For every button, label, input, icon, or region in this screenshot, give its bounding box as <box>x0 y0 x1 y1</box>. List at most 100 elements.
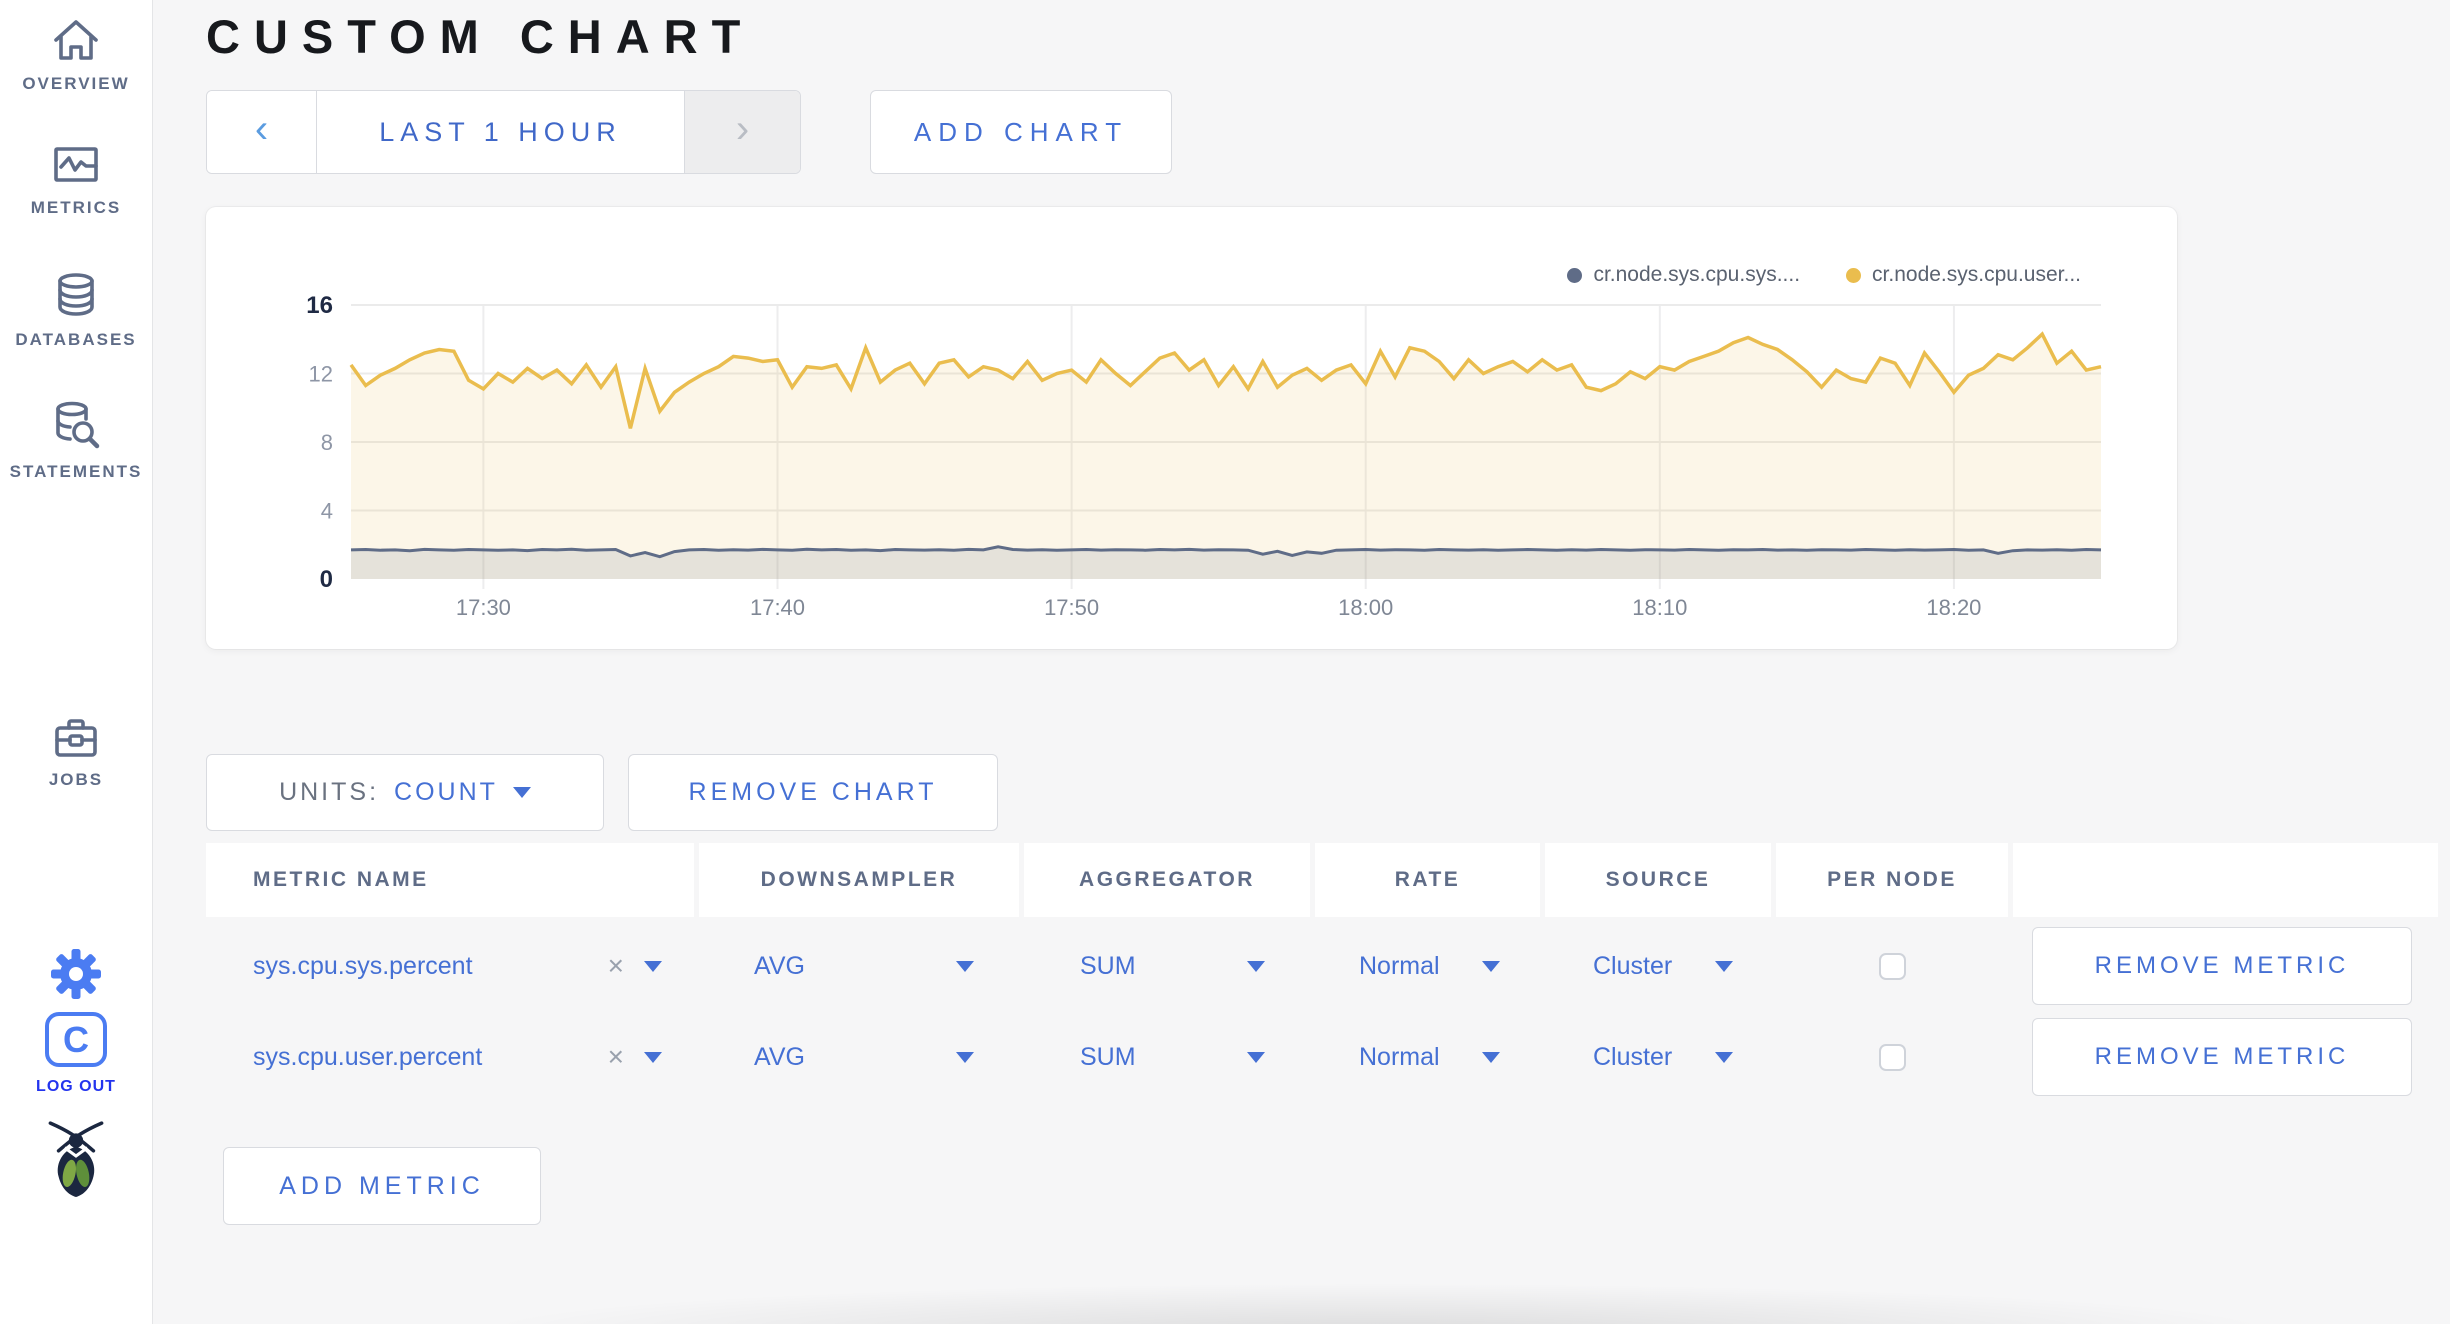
rate-dropdown[interactable]: Normal <box>1315 924 1540 1008</box>
database-icon <box>49 270 103 320</box>
metric-name-dropdown[interactable]: sys.cpu.user.percent × <box>206 1015 694 1099</box>
chevron-down-icon <box>1247 960 1265 972</box>
aggregator-dropdown[interactable]: SUM <box>1024 924 1310 1008</box>
source-dropdown[interactable]: Cluster <box>1545 924 1771 1008</box>
sidebar-item-statements[interactable]: STATEMENTS <box>0 400 152 482</box>
chevron-down-icon <box>1715 1051 1733 1063</box>
cockroach-bug-logo <box>0 1118 152 1198</box>
time-window-selector: ‹ LAST 1 HOUR › <box>206 90 801 174</box>
column-header-downsampler: DOWNSAMPLER <box>699 843 1019 917</box>
sidebar-item-label: DATABASES <box>15 330 137 349</box>
source-value: Cluster <box>1593 951 1673 980</box>
time-next-button[interactable]: › <box>685 91 800 173</box>
remove-chart-button[interactable]: REMOVE CHART <box>628 754 998 831</box>
svg-text:4: 4 <box>321 499 333 524</box>
svg-text:17:50: 17:50 <box>1044 595 1099 620</box>
table-row: sys.cpu.user.percent × AVG SUM Normal Cl… <box>206 1015 2438 1099</box>
source-value: Cluster <box>1593 1042 1673 1071</box>
bottom-scroll-shadow <box>306 1282 2450 1324</box>
svg-text:18:00: 18:00 <box>1338 595 1393 620</box>
chevron-down-icon <box>1482 960 1500 972</box>
cockroach-c-logo[interactable]: C <box>0 1012 152 1067</box>
aggregator-dropdown[interactable]: SUM <box>1024 1015 1310 1099</box>
rate-value: Normal <box>1359 951 1440 980</box>
remove-metric-button[interactable]: REMOVE METRIC <box>2032 927 2412 1005</box>
svg-text:18:20: 18:20 <box>1926 595 1981 620</box>
column-header-metric-name: METRIC NAME <box>206 843 694 917</box>
home-icon <box>49 14 103 64</box>
svg-text:0: 0 <box>320 566 333 593</box>
legend-dot-user <box>1846 267 1862 283</box>
briefcase-icon <box>49 710 103 760</box>
metric-name-value: sys.cpu.user.percent <box>253 1042 483 1071</box>
add-chart-button[interactable]: ADD CHART <box>870 90 1172 174</box>
legend-label: cr.node.sys.cpu.sys.... <box>1593 263 1801 286</box>
column-header-aggregator: AGGREGATOR <box>1024 843 1310 917</box>
source-dropdown[interactable]: Cluster <box>1545 1015 1771 1099</box>
metrics-chart-icon <box>49 140 103 188</box>
c-logo-letter: C <box>45 1012 107 1067</box>
remove-metric-button[interactable]: REMOVE METRIC <box>2032 1018 2412 1096</box>
per-node-checkbox[interactable] <box>1878 1043 1906 1071</box>
chevron-down-icon[interactable] <box>644 1051 662 1063</box>
chevron-down-icon <box>956 1051 974 1063</box>
svg-text:17:30: 17:30 <box>456 595 511 620</box>
sidebar-item-label: METRICS <box>30 198 122 217</box>
sidebar-item-jobs[interactable]: JOBS <box>0 710 152 790</box>
sidebar-item-label: JOBS <box>48 770 104 789</box>
per-node-checkbox[interactable] <box>1878 952 1906 980</box>
chevron-down-icon <box>512 787 531 798</box>
chevron-down-icon <box>956 960 974 972</box>
chevron-down-icon <box>1715 960 1733 972</box>
aggregator-value: SUM <box>1080 1042 1136 1071</box>
sidebar-item-metrics[interactable]: METRICS <box>0 140 152 218</box>
settings-button[interactable] <box>0 946 152 1007</box>
downsampler-value: AVG <box>754 951 805 980</box>
main-content: CUSTOM CHART ‹ LAST 1 HOUR › ADD CHART 1… <box>153 0 2450 1324</box>
chart-legend: cr.node.sys.cpu.sys.... cr.node.sys.cpu.… <box>1567 263 2081 287</box>
aggregator-value: SUM <box>1080 951 1136 980</box>
legend-dot-sys <box>1567 267 1583 283</box>
chevron-down-icon <box>1482 1051 1500 1063</box>
clear-metric-icon[interactable]: × <box>607 1041 624 1072</box>
rate-dropdown[interactable]: Normal <box>1315 1015 1540 1099</box>
metric-name-dropdown[interactable]: sys.cpu.sys.percent × <box>206 924 694 1008</box>
line-chart[interactable]: 17:30 17:40 17:50 18:00 18:10 18:20 0 4 8 12 16 <box>206 207 2177 649</box>
statements-search-icon <box>49 400 103 452</box>
units-label: UNITS: <box>279 778 380 806</box>
table-header-row: METRIC NAME DOWNSAMPLER AGGREGATOR RATE … <box>206 843 2438 917</box>
metrics-table: METRIC NAME DOWNSAMPLER AGGREGATOR RATE … <box>206 843 2438 1099</box>
units-value: COUNT <box>394 778 498 806</box>
page-title: CUSTOM CHART <box>206 10 755 63</box>
svg-text:17:40: 17:40 <box>750 595 805 620</box>
units-dropdown[interactable]: UNITS: COUNT <box>206 754 604 831</box>
legend-label: cr.node.sys.cpu.user... <box>1872 263 2081 286</box>
time-prev-button[interactable]: ‹ <box>207 91 317 173</box>
chart-panel: 17:30 17:40 17:50 18:00 18:10 18:20 0 4 8 12 16 cr… <box>206 207 2177 649</box>
rate-value: Normal <box>1359 1042 1440 1071</box>
logout-button[interactable]: LOG OUT <box>36 1078 116 1095</box>
downsampler-dropdown[interactable]: AVG <box>699 924 1019 1008</box>
svg-text:8: 8 <box>321 430 333 455</box>
column-header-rate: RATE <box>1315 843 1540 917</box>
legend-item-sys[interactable]: cr.node.sys.cpu.sys.... <box>1567 263 1800 287</box>
metric-name-value: sys.cpu.sys.percent <box>253 951 473 980</box>
legend-item-user[interactable]: cr.node.sys.cpu.user... <box>1846 263 2081 287</box>
gear-icon <box>48 946 104 1007</box>
column-header-empty <box>2013 843 2438 917</box>
downsampler-dropdown[interactable]: AVG <box>699 1015 1019 1099</box>
sidebar-item-databases[interactable]: DATABASES <box>0 270 152 350</box>
column-header-source: SOURCE <box>1545 843 1771 917</box>
add-metric-button[interactable]: ADD METRIC <box>223 1147 541 1225</box>
sidebar-item-label: OVERVIEW <box>22 74 130 93</box>
time-window-button[interactable]: LAST 1 HOUR <box>317 91 685 173</box>
svg-text:12: 12 <box>309 362 333 387</box>
chevron-down-icon[interactable] <box>644 960 662 972</box>
sidebar-item-label: STATEMENTS <box>9 462 143 481</box>
svg-text:18:10: 18:10 <box>1632 595 1687 620</box>
svg-text:16: 16 <box>306 292 333 319</box>
column-header-per-node: PER NODE <box>1776 843 2008 917</box>
sidebar-item-overview[interactable]: OVERVIEW <box>0 14 152 94</box>
clear-metric-icon[interactable]: × <box>607 950 624 981</box>
chevron-down-icon <box>1247 1051 1265 1063</box>
